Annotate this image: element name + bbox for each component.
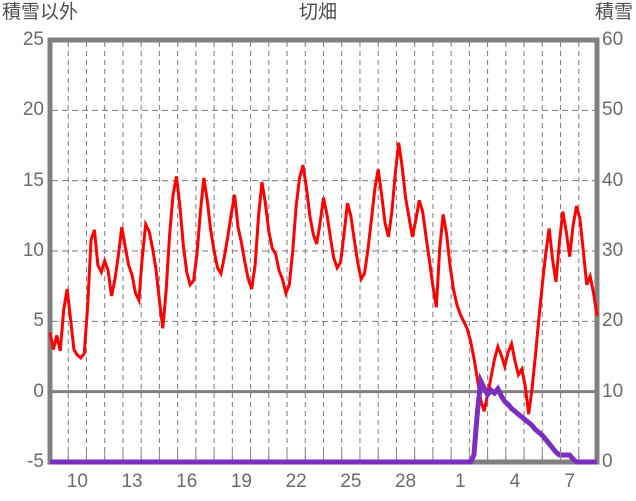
x-axis-tick-label: 4 [509,471,521,492]
series-line-non-snow [48,142,599,415]
y-axis-right-tick-label: 50 [602,99,624,121]
y-axis-left-tick-label: 10 [22,240,44,261]
chart-title: 切畑 [298,2,337,23]
x-axis-tick-label: 16 [176,471,198,492]
data-series-layer [48,142,599,465]
x-axis-tick-label: 22 [285,471,307,492]
y-axis-left-tick-label: 5 [33,310,44,332]
right-axis-title: 積雪 [594,2,633,23]
x-axis-tick-label: 19 [230,471,252,492]
y-axis-right-tick-label: 60 [602,29,624,50]
left-axis-title: 積雪以外 [2,2,79,23]
y-axis-left-tick-label: 20 [22,99,44,121]
x-axis-tick-label: 13 [121,471,143,492]
x-axis-tick-label: 7 [564,471,575,492]
x-axis-tick-label: 10 [66,471,88,492]
series-line-snow [50,372,597,465]
y-axis-right-tick-label: 20 [602,310,624,332]
x-axis-tick-label: 1 [454,471,466,492]
y-axis-right-tick-label: 40 [602,169,624,191]
y-axis-right-tick-label: 10 [602,380,624,402]
x-tick-marks [67,452,580,459]
y-axis-right-tick-label: 30 [602,240,624,261]
y-axis-left-tick-label: 25 [22,29,44,50]
y-axis-left-tick-label: -5 [27,451,44,472]
x-axis-tick-label: 28 [394,471,417,492]
y-axis-right-tick-label: 0 [602,451,613,472]
x-axis-tick-label: 25 [340,471,362,492]
horizontal-gridlines [52,109,595,322]
y-axis-left-tick-label: 15 [22,169,44,191]
y-axis-left-tick-label: 0 [33,380,44,402]
